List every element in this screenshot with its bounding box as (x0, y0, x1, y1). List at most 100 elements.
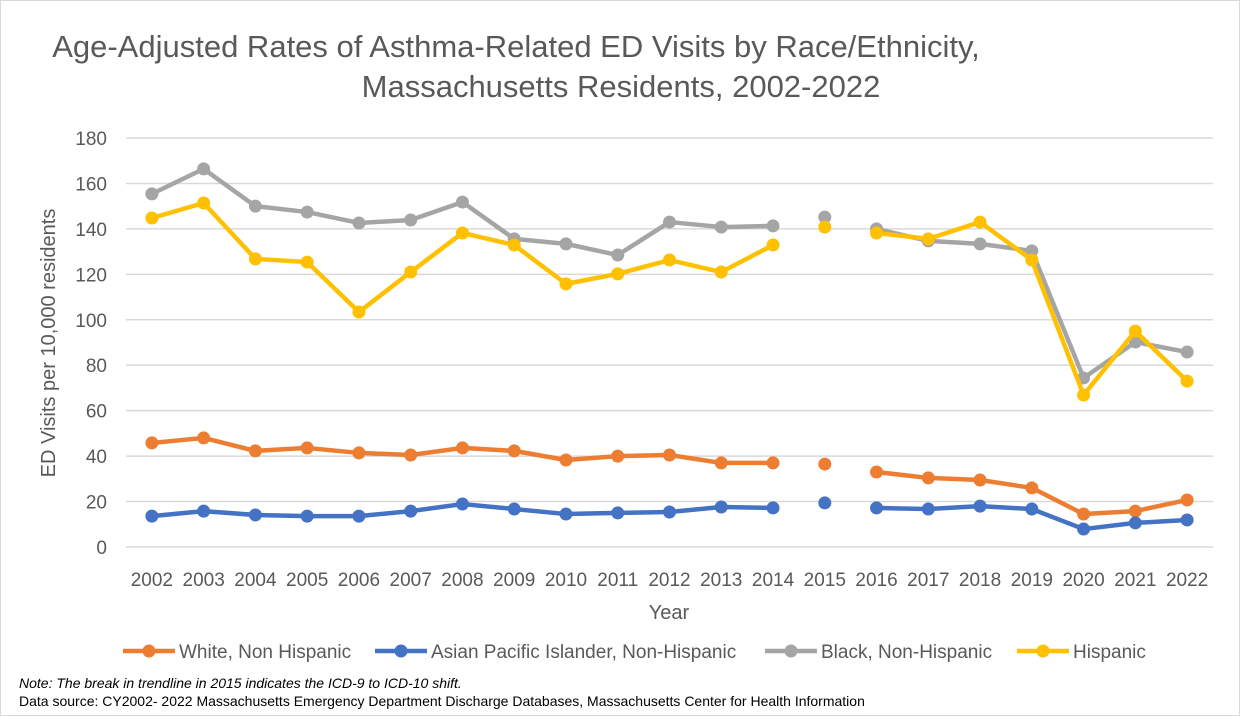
series-2 (145, 162, 1194, 385)
legend-marker (1036, 644, 1050, 658)
legend-marker (784, 644, 798, 658)
data-point (352, 216, 366, 230)
data-point (145, 509, 159, 523)
legend-label: White, Non Hispanic (179, 642, 351, 663)
data-point (921, 232, 935, 246)
data-point (611, 449, 625, 463)
series-line (150, 166, 774, 258)
data-point (1180, 345, 1194, 359)
data-point (248, 199, 262, 213)
data-point (973, 237, 987, 251)
data-point (1077, 522, 1091, 536)
data-point (352, 446, 366, 460)
y-tick-label: 120 (75, 265, 107, 286)
data-point (455, 195, 469, 209)
data-point (766, 501, 780, 515)
y-tick-label: 100 (75, 311, 107, 332)
data-point (663, 253, 676, 267)
data-point (1128, 504, 1142, 518)
data-point (559, 453, 573, 467)
data-point (973, 215, 987, 229)
data-point (455, 497, 469, 511)
x-axis-label: Year (649, 602, 690, 624)
data-point (559, 237, 573, 251)
data-point (455, 441, 469, 455)
data-point (714, 220, 728, 234)
legend-item: White, Non Hispanic (123, 642, 351, 663)
data-point (507, 502, 521, 516)
chart-title-line-1: Age-Adjusted Rates of Asthma-Related ED … (52, 29, 980, 64)
data-point (611, 248, 625, 262)
data-point (248, 444, 262, 458)
data-point (1025, 481, 1039, 495)
chart-note: Note: The break in trendline in 2015 ind… (19, 675, 462, 691)
x-tick-label: 2004 (234, 570, 277, 591)
x-tick-label: 2017 (907, 570, 949, 591)
x-tick-label: 2010 (545, 570, 587, 591)
y-tick-label: 80 (86, 356, 107, 377)
x-tick-label: 2014 (752, 570, 795, 591)
x-tick-label: 2005 (286, 570, 328, 591)
data-point (870, 501, 884, 515)
y-axis-label: ED Visits per 10,000 residents (38, 209, 60, 478)
data-source: Data source: CY2002- 2022 Massachusetts … (19, 693, 865, 709)
data-point (973, 499, 987, 513)
data-point (145, 436, 159, 450)
data-point (455, 226, 469, 240)
series-0 (145, 431, 1194, 521)
legend-label: Asian Pacific Islander, Non-Hispanic (431, 642, 736, 663)
x-tick-label: 2008 (441, 570, 483, 591)
data-point (300, 205, 314, 219)
data-point (663, 505, 676, 519)
series-3 (145, 196, 1194, 402)
data-point (611, 267, 625, 281)
legend-label: Hispanic (1073, 642, 1146, 663)
y-tick-label: 40 (86, 447, 107, 468)
data-point (663, 448, 676, 462)
x-tick-label: 2006 (338, 570, 380, 591)
series-line (151, 200, 775, 315)
data-point (248, 252, 262, 266)
x-tick-label: 2009 (493, 570, 535, 591)
data-point (352, 305, 366, 319)
data-point (145, 187, 159, 201)
x-tick-label: 2022 (1166, 570, 1208, 591)
data-point (197, 504, 211, 518)
data-point (300, 255, 314, 269)
data-point (714, 456, 728, 470)
data-point (1025, 253, 1039, 267)
y-tick-label: 160 (75, 174, 107, 195)
x-tick-label: 2007 (390, 570, 432, 591)
data-point (300, 441, 314, 455)
data-point (507, 238, 521, 252)
data-point (611, 506, 625, 520)
data-point (714, 500, 728, 514)
data-point (248, 508, 262, 522)
legend-item: Asian Pacific Islander, Non-Hispanic (375, 642, 736, 663)
legend-marker (394, 644, 408, 658)
y-tick-label: 60 (86, 402, 107, 423)
y-tick-label: 20 (86, 493, 107, 514)
y-tick-label: 0 (96, 538, 107, 559)
chart-title-line-2: Massachusetts Residents, 2002-2022 (362, 69, 881, 104)
legend-item: Black, Non-Hispanic (765, 642, 992, 663)
x-tick-label: 2019 (1011, 570, 1053, 591)
data-point (1128, 516, 1142, 530)
data-point (870, 465, 884, 479)
data-point (1077, 388, 1091, 402)
y-tick-label: 180 (75, 129, 107, 150)
x-tick-label: 2013 (700, 570, 742, 591)
x-tick-label: 2021 (1114, 570, 1156, 591)
legend-item: Hispanic (1017, 642, 1146, 663)
data-point (404, 504, 418, 518)
data-point (921, 471, 935, 485)
data-point (921, 502, 935, 516)
data-point (663, 215, 676, 229)
data-point (818, 457, 832, 471)
series-1 (145, 496, 1194, 536)
x-tick-label: 2015 (804, 570, 846, 591)
data-point (1128, 335, 1142, 349)
x-tick-label: 2016 (855, 570, 897, 591)
data-point (766, 456, 780, 470)
